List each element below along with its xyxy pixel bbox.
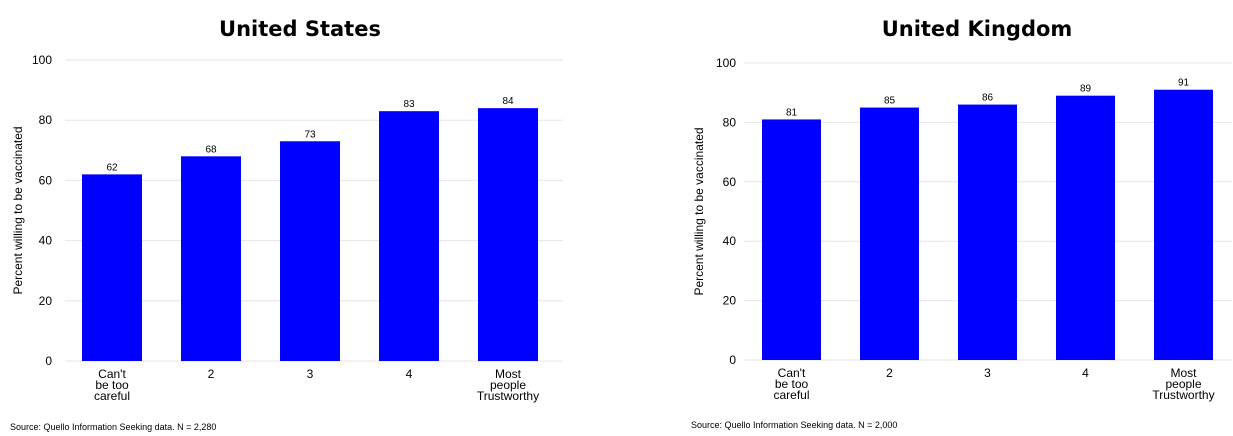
y-tick-label: 100 <box>716 56 736 70</box>
chart-title: United Kingdom <box>882 17 1073 41</box>
bar <box>762 119 821 361</box>
data-label: 83 <box>403 99 415 110</box>
category-label: Most people Trustworthy <box>1152 366 1214 402</box>
category-label-line: people <box>490 378 526 392</box>
bar <box>181 156 241 361</box>
y-tick-label: 80 <box>723 115 737 129</box>
chart-united-states: United States 0 20 40 60 80 100 Percent willing… <box>10 17 563 432</box>
category-label-line: Trustworthy <box>477 389 539 403</box>
bar <box>280 141 340 361</box>
y-tick-label: 60 <box>723 175 737 189</box>
data-label: 91 <box>1178 78 1190 89</box>
category-label-line: Can't <box>778 366 806 380</box>
category-label-line: 2 <box>208 367 215 381</box>
y-tick-label: 20 <box>723 294 737 308</box>
data-label: 73 <box>304 129 316 140</box>
category-label-line: 2 <box>886 366 893 380</box>
bar <box>860 107 919 360</box>
category-label-line: careful <box>773 388 809 402</box>
y-tick-label: 60 <box>39 173 53 187</box>
y-tick-label: 40 <box>39 234 53 248</box>
bar <box>1154 89 1213 360</box>
category-label-line: Can't <box>98 367 126 381</box>
data-label: 89 <box>1080 84 1092 95</box>
category-label-line: 3 <box>307 367 314 381</box>
data-label: 68 <box>205 144 217 155</box>
category-label-line: Most <box>1170 366 1197 380</box>
data-label: 84 <box>502 96 514 107</box>
data-label: 85 <box>884 96 896 107</box>
category-label-line: be too <box>775 377 809 391</box>
chart-title: United States <box>219 17 381 41</box>
chart-united-kingdom: United Kingdom 0 20 40 60 80 100 Percent willin… <box>691 17 1232 430</box>
source-note: Source: Quello Information Seeking data.… <box>10 422 216 432</box>
category-label: 4 <box>406 367 413 381</box>
category-label-line: be too <box>95 378 129 392</box>
category-label: Most people Trustworthy <box>477 367 539 403</box>
category-label: Can't be too careful <box>773 366 809 402</box>
category-label-line: careful <box>94 389 130 403</box>
y-tick-label: 40 <box>723 234 737 248</box>
category-label: 2 <box>208 367 215 381</box>
category-label-line: Trustworthy <box>1152 388 1214 402</box>
bar <box>958 104 1017 360</box>
y-axis-title: Percent willing to be vaccinated <box>692 127 706 295</box>
bar <box>478 108 538 361</box>
category-label-line: 4 <box>406 367 413 381</box>
category-label-line: 3 <box>984 366 991 380</box>
category-label: 3 <box>984 366 991 380</box>
category-label: 2 <box>886 366 893 380</box>
category-label-line: Most <box>495 367 522 381</box>
category-label: 4 <box>1082 366 1089 380</box>
bar <box>1056 95 1115 361</box>
data-label: 62 <box>106 162 118 173</box>
y-axis-title: Percent willing to be vaccinated <box>11 126 25 294</box>
y-tick-label: 0 <box>45 354 52 368</box>
bar <box>82 174 142 361</box>
y-tick-label: 20 <box>39 294 53 308</box>
category-label: 3 <box>307 367 314 381</box>
data-label: 86 <box>982 93 994 104</box>
category-label: Can't be too careful <box>94 367 130 403</box>
bar <box>379 111 439 361</box>
source-note: Source: Quello Information Seeking data.… <box>691 420 897 430</box>
data-label: 81 <box>786 107 798 118</box>
category-label-line: 4 <box>1082 366 1089 380</box>
y-tick-label: 0 <box>729 353 736 367</box>
y-tick-label: 100 <box>32 53 52 67</box>
y-tick-label: 80 <box>39 113 53 127</box>
category-label-line: people <box>1165 377 1201 391</box>
